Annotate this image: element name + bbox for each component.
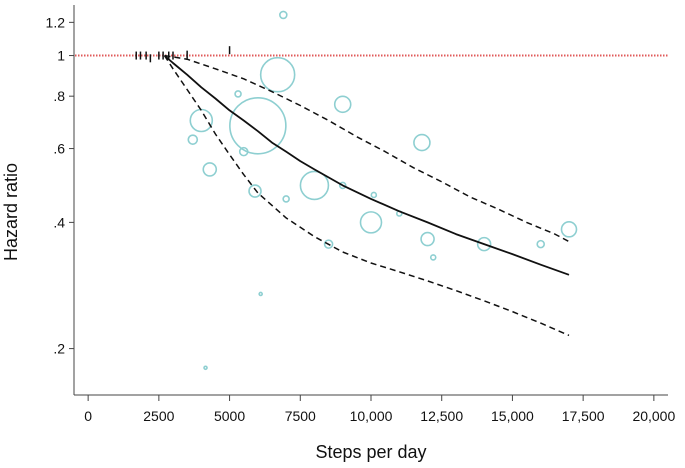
- x-axis-ticks: 0 2500 5000 7500 10,000 12,500 15,000 17,500 20,…: [84, 395, 675, 424]
- study-bubble: [420, 231, 435, 247]
- study-bubble: [238, 146, 249, 157]
- x-axis-title: Steps per day: [315, 442, 426, 462]
- study-bubble: [370, 191, 378, 199]
- study-bubble: [279, 10, 288, 20]
- study-bubble: [187, 134, 199, 145]
- y-axis-title: Hazard ratio: [1, 163, 21, 261]
- y-tick-label: 1: [57, 48, 65, 64]
- study-bubble: [282, 195, 290, 203]
- upper-ci-line: [164, 54, 570, 243]
- study-bubble: [203, 365, 208, 371]
- x-tick-label: 10,000: [350, 408, 393, 424]
- study-bubble: [259, 56, 296, 93]
- study-bubble: [258, 291, 263, 297]
- y-tick-label: .6: [53, 141, 65, 157]
- study-bubble: [536, 239, 546, 249]
- study-bubble: [299, 170, 330, 201]
- study-bubble: [333, 95, 352, 114]
- study-bubble: [234, 90, 242, 98]
- study-bubble: [429, 254, 437, 261]
- x-tick-label: 15,000: [491, 408, 534, 424]
- study-bubble: [476, 236, 492, 252]
- x-tick-label: 17,500: [562, 408, 605, 424]
- y-tick-label: 1.2: [46, 14, 66, 30]
- study-bubble: [323, 239, 334, 249]
- x-tick-label: 12,500: [420, 408, 463, 424]
- estimate-line: [163, 54, 570, 276]
- x-tick-label: 7500: [285, 408, 316, 424]
- study-bubble: [560, 221, 578, 238]
- study-bubble: [338, 181, 347, 190]
- study-bubble: [413, 133, 431, 152]
- study-bubble: [229, 96, 287, 155]
- x-tick-label: 20,000: [632, 408, 675, 424]
- y-tick-label: .4: [53, 214, 65, 230]
- fitted-lines: [163, 54, 570, 337]
- reference-markers: [135, 46, 231, 63]
- x-tick-label: 0: [84, 408, 92, 424]
- study-bubble: [248, 184, 262, 198]
- study-bubble: [202, 162, 218, 177]
- y-axis-ticks: .2 .4 .6 .8 1 1.2: [46, 14, 74, 357]
- y-tick-label: .8: [53, 88, 65, 104]
- study-bubbles: [187, 10, 578, 371]
- y-tick-label: .2: [53, 341, 65, 357]
- x-tick-label: 2500: [143, 408, 174, 424]
- x-tick-label: 5000: [214, 408, 245, 424]
- study-bubble: [359, 211, 383, 234]
